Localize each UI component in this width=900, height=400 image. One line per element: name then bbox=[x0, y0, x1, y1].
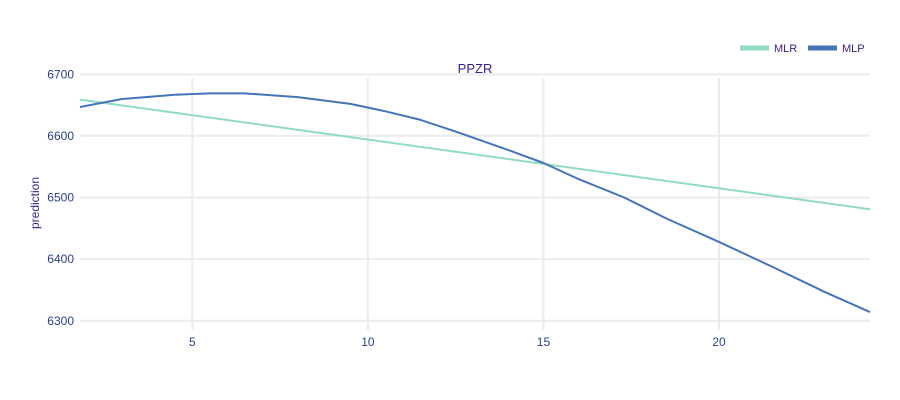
y-axis-title: prediction bbox=[28, 177, 42, 229]
x-tick-label: 10 bbox=[361, 335, 375, 349]
y-tick-label: 6400 bbox=[47, 252, 74, 266]
grid bbox=[80, 73, 870, 330]
y-tick-label: 6700 bbox=[47, 67, 74, 81]
legend-label: MLP bbox=[842, 43, 865, 55]
legend-item-mlr[interactable]: MLR bbox=[740, 43, 797, 55]
series-layer bbox=[79, 92, 871, 314]
x-tick-label: 20 bbox=[712, 335, 726, 349]
y-tick-label: 6500 bbox=[47, 191, 74, 205]
x-tick-label: 5 bbox=[189, 335, 196, 349]
chart-title: PPZR bbox=[458, 61, 493, 76]
series-line-mlp bbox=[79, 92, 871, 314]
x-tick-label: 15 bbox=[537, 335, 551, 349]
y-tick-label: 6300 bbox=[47, 314, 74, 328]
axes: 6300 6400 6500 6600 6700 5 10 15 20 bbox=[47, 67, 726, 349]
legend-item-mlp[interactable]: MLP bbox=[808, 43, 865, 55]
series-line-mlr bbox=[79, 98, 871, 211]
y-tick-label: 6600 bbox=[47, 129, 74, 143]
legend[interactable]: MLR MLP bbox=[740, 43, 865, 55]
legend-label: MLR bbox=[774, 43, 797, 55]
